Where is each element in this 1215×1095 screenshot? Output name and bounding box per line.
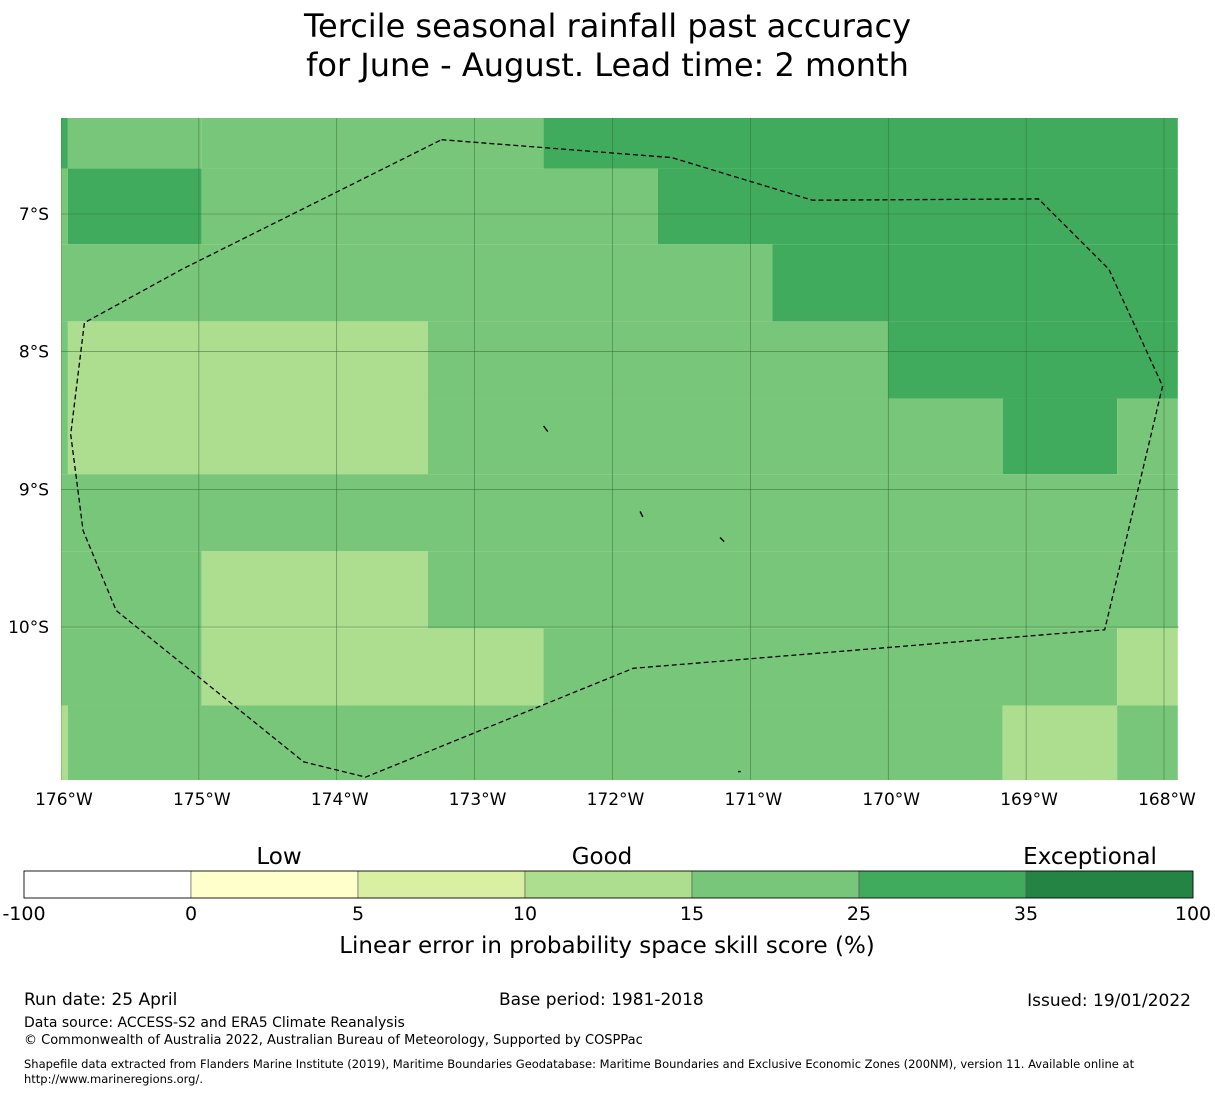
copyright: © Commonwealth of Australia 2022, Austra… [24,1033,643,1048]
island-1 [639,511,644,518]
run-date: Run date: 25 April [24,990,178,1010]
grid-cell-17 [1002,398,1118,475]
colorbar-swatch-6 [1025,870,1194,899]
grid-cell-22 [427,551,1178,629]
colorbar-swatch-0 [23,870,192,899]
colorbar-tick-4: 15 [680,903,704,925]
lon-tick-label-5: 171°W [724,790,782,810]
grid-cell-6 [201,168,658,245]
grid-cell-30 [1117,705,1178,780]
map-title-line-1: Tercile seasonal rainfall past accuracy [303,7,912,45]
lon-tick-label-2: 174°W [311,790,369,810]
lon-tick-label-7: 169°W [1000,790,1058,810]
grid-cell-18 [1117,398,1178,475]
category-low: Low [256,844,301,870]
island-0 [543,425,549,432]
colorbar-swatch-3 [524,870,693,899]
category-good: Good [572,844,633,870]
grid-cell-8 [61,244,773,322]
colorbar-tick-labels: -100 0 5 10 15 25 35 100 [2,903,1211,925]
colorbar-tick-1: 0 [185,903,197,925]
lon-tick-label-0: 176°W [35,790,93,810]
grid-cell-29 [1002,705,1118,780]
grid-cell-3 [543,118,1178,169]
map-title-line-2: for June - August. Lead time: 2 month [306,46,909,84]
latitude-labels: 7°S 8°S 9°S 10°S [8,205,49,638]
lon-tick-label-6: 170°W [862,790,920,810]
grid-cell-9 [772,244,1178,322]
lat-tick-label-3: 10°S [8,618,49,638]
colorbar-frame [23,870,1194,899]
longitude-labels: 176°W 175°W 174°W 173°W 172°W 171°W 170°W 169°W… [35,790,1196,810]
grid-cell-14 [61,398,68,475]
colorbar-tick-7: 100 [1175,903,1211,925]
lon-tick-label-3: 173°W [449,790,507,810]
grid-cell-11 [67,321,428,399]
skill-score-grid [61,118,1178,780]
grid-cell-4 [61,168,68,245]
grid-cell-10 [61,321,68,399]
colorbar-tick-6: 35 [1014,903,1038,925]
colorbar: Low Good Exceptional -100 0 5 10 15 25 35 100 L… [2,844,1211,959]
eez-boundary [70,139,1164,778]
issued-date: Issued: 19/01/2022 [1027,991,1191,1011]
colorbar-tick-3: 10 [513,903,537,925]
lon-tick-label-4: 172°W [587,790,645,810]
colorbar-swatch-5 [858,870,1027,899]
category-exceptional: Exceptional [1023,844,1157,870]
grid-cell-7 [657,168,1178,245]
grid-cell-25 [543,628,1118,706]
grid-cell-13 [888,321,1178,399]
grid-cell-1 [67,118,202,169]
grid-cell-19 [61,474,1178,552]
grid-cell-23 [61,628,202,706]
colorbar-tick-0: -100 [2,903,45,925]
data-source: Data source: ACCESS-S2 and ERA5 Climate … [24,1015,405,1031]
island-2 [719,536,725,543]
grid-cell-20 [61,551,202,629]
grid-cell-0 [61,118,68,169]
grid-cell-27 [61,705,68,780]
grid-cell-2 [201,118,544,169]
colorbar-tick-5: 25 [847,903,871,925]
islands [543,425,741,773]
lat-tick-label-0: 7°S [19,205,49,225]
colorbar-swatches [23,870,1194,899]
lon-tick-label-8: 168°W [1138,790,1196,810]
lat-tick-label-1: 8°S [19,343,49,363]
grid-cell-26 [1117,628,1178,706]
graticule [61,118,1179,780]
grid-cell-28 [67,705,1003,780]
lat-tick-label-2: 9°S [19,480,49,500]
grid-cell-12 [427,321,889,399]
colorbar-swatch-4 [691,870,860,899]
colorbar-label: Linear error in probability space skill … [339,933,875,959]
base-period: Base period: 1981-2018 [499,990,704,1010]
shapefile-credit: Shapefile data extracted from Flanders M… [24,1057,1135,1086]
lon-tick-label-1: 175°W [173,790,231,810]
colorbar-swatch-2 [357,870,526,899]
eez-boundary-line [70,139,1164,778]
grid-cell-21 [201,551,428,629]
grid-cell-15 [67,398,428,475]
grid-cell-5 [67,168,202,245]
grid-cell-24 [201,628,544,706]
grid-cell-16 [427,398,1003,475]
colorbar-swatch-1 [190,870,359,899]
colorbar-tick-2: 5 [352,903,364,925]
